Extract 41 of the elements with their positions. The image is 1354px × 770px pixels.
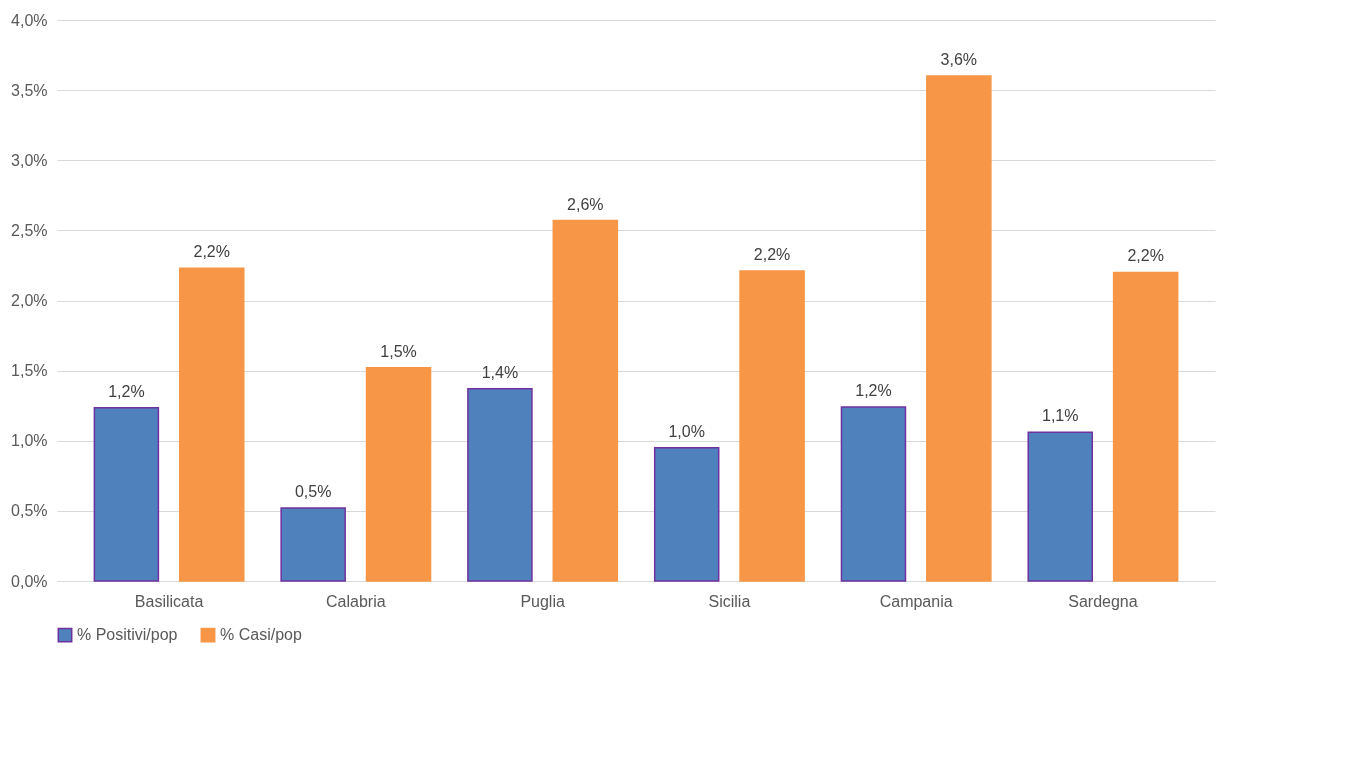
data-label: 0,5% xyxy=(294,483,332,501)
y-tick-label: 4,0% xyxy=(11,11,48,29)
y-tick-label: 1,5% xyxy=(11,362,48,380)
y-tick-label: 0,5% xyxy=(11,502,48,520)
x-tick-label: Basilicata xyxy=(134,592,204,610)
x-tick-label: Sicilia xyxy=(708,592,751,610)
y-tick-label: 2,5% xyxy=(11,221,48,239)
legend-label: % Positivi/pop xyxy=(77,626,178,644)
bar xyxy=(280,507,346,582)
bar xyxy=(926,75,992,582)
data-label: 2,2% xyxy=(1127,247,1164,265)
x-tick-label: Sardegna xyxy=(1068,592,1138,610)
x-tick-label: Puglia xyxy=(520,592,565,610)
bar xyxy=(653,447,720,582)
data-label: 2,6% xyxy=(567,195,604,213)
data-label: 1,2% xyxy=(855,382,892,400)
bar xyxy=(1112,271,1179,582)
legend-label: % Casi/pop xyxy=(220,626,302,644)
y-tick-label: 2,0% xyxy=(11,292,48,309)
data-label: 1,2% xyxy=(108,382,145,400)
x-tick-label: Calabria xyxy=(326,592,386,610)
bar xyxy=(467,388,533,582)
bar xyxy=(365,367,432,582)
y-tick-label: 3,5% xyxy=(11,81,48,99)
bar xyxy=(93,407,160,582)
bar xyxy=(1027,431,1094,582)
bar xyxy=(840,406,907,582)
data-label: 2,2% xyxy=(193,243,230,261)
data-label: 1,4% xyxy=(481,363,519,381)
x-tick-label: Campania xyxy=(879,592,953,610)
data-label: 1,5% xyxy=(380,342,417,360)
bar xyxy=(178,267,245,582)
y-tick-label: 0,0% xyxy=(11,572,48,590)
data-label: 3,6% xyxy=(940,51,978,69)
bar xyxy=(552,219,619,582)
y-tick-label: 3,0% xyxy=(11,151,48,169)
data-label: 1,1% xyxy=(1042,407,1079,425)
y-tick-label: 1,0% xyxy=(11,432,48,450)
bar xyxy=(739,270,805,582)
data-label: 1,0% xyxy=(668,422,705,440)
data-label: 2,2% xyxy=(753,246,791,264)
